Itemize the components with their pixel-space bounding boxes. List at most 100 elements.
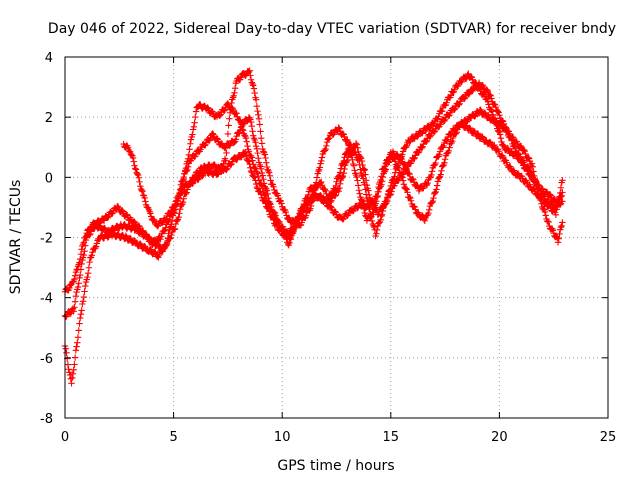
data-point bbox=[339, 130, 347, 138]
data-point bbox=[307, 205, 314, 212]
data-point bbox=[150, 216, 158, 224]
data-point bbox=[68, 380, 75, 387]
data-point bbox=[340, 170, 347, 177]
data-point bbox=[81, 247, 88, 255]
data-point bbox=[449, 137, 456, 145]
data-point bbox=[256, 121, 263, 128]
data-point bbox=[231, 85, 239, 92]
data-point bbox=[209, 130, 216, 137]
data-point bbox=[458, 119, 465, 126]
data-point bbox=[171, 203, 178, 211]
data-point bbox=[72, 347, 80, 354]
x-tick-label: 15 bbox=[383, 430, 400, 445]
data-point bbox=[216, 112, 224, 119]
data-point bbox=[160, 227, 168, 235]
data-point bbox=[399, 177, 407, 184]
data-point bbox=[495, 148, 502, 155]
data-point bbox=[391, 158, 399, 165]
data-point bbox=[289, 216, 297, 224]
data-point bbox=[399, 148, 407, 155]
data-point bbox=[546, 201, 553, 209]
data-point bbox=[355, 148, 362, 155]
data-point bbox=[449, 134, 457, 142]
data-point bbox=[180, 173, 187, 181]
data-point bbox=[387, 149, 394, 156]
data-point bbox=[533, 181, 541, 188]
data-point bbox=[263, 159, 270, 166]
data-point bbox=[163, 240, 171, 248]
data-point bbox=[465, 90, 473, 98]
data-point bbox=[244, 157, 252, 164]
data-point bbox=[495, 128, 502, 135]
data-point bbox=[558, 222, 565, 230]
data-point bbox=[82, 242, 89, 249]
data-point bbox=[69, 370, 77, 377]
data-point bbox=[453, 129, 460, 136]
data-point bbox=[255, 155, 262, 162]
data-point bbox=[227, 104, 234, 112]
data-point bbox=[317, 192, 324, 199]
data-point bbox=[137, 240, 144, 247]
data-point bbox=[289, 225, 296, 233]
data-point bbox=[74, 283, 82, 291]
data-point bbox=[85, 264, 93, 271]
data-point bbox=[123, 211, 130, 218]
data-point bbox=[367, 214, 374, 222]
data-point bbox=[441, 102, 449, 109]
data-point bbox=[559, 219, 566, 226]
data-point bbox=[362, 177, 370, 184]
data-point bbox=[357, 153, 364, 161]
data-point bbox=[491, 141, 498, 149]
data-point bbox=[248, 169, 255, 176]
data-point bbox=[285, 214, 292, 221]
data-point bbox=[446, 144, 453, 151]
data-point bbox=[176, 210, 183, 217]
data-point bbox=[483, 86, 491, 94]
data-point bbox=[353, 141, 360, 148]
data-point bbox=[359, 161, 366, 169]
data-point bbox=[525, 154, 532, 161]
data-point bbox=[179, 187, 187, 194]
data-point bbox=[556, 193, 563, 200]
y-tick-label: 4 bbox=[45, 51, 53, 66]
x-tick-label: 5 bbox=[169, 430, 177, 445]
data-point bbox=[315, 167, 322, 175]
data-point bbox=[242, 134, 250, 142]
y-axis-label: SDTVAR / TECUs bbox=[8, 180, 24, 295]
data-point bbox=[433, 182, 441, 189]
data-point bbox=[321, 147, 329, 154]
data-points bbox=[61, 67, 566, 387]
data-point bbox=[228, 99, 235, 107]
data-point bbox=[410, 155, 418, 163]
data-point bbox=[154, 223, 161, 230]
data-point bbox=[250, 163, 258, 171]
data-point bbox=[351, 167, 358, 174]
data-point bbox=[455, 101, 463, 109]
data-point bbox=[469, 87, 476, 95]
data-point bbox=[259, 172, 266, 179]
data-point bbox=[441, 117, 448, 125]
data-point bbox=[150, 237, 157, 244]
data-point bbox=[370, 209, 377, 216]
data-point bbox=[179, 198, 187, 206]
data-point bbox=[352, 140, 360, 147]
data-point bbox=[176, 192, 183, 199]
data-point bbox=[297, 222, 304, 229]
data-point bbox=[556, 230, 563, 238]
data-point bbox=[492, 103, 499, 111]
data-point bbox=[318, 181, 326, 189]
data-point bbox=[245, 68, 253, 76]
data-point bbox=[323, 138, 331, 146]
data-point bbox=[484, 97, 492, 105]
data-point bbox=[406, 193, 413, 201]
data-point bbox=[142, 231, 149, 238]
data-point bbox=[402, 144, 410, 151]
data-point bbox=[254, 107, 261, 115]
y-tick-label: -4 bbox=[40, 292, 53, 307]
data-point bbox=[360, 167, 368, 174]
data-point bbox=[175, 213, 182, 221]
data-point bbox=[470, 127, 478, 135]
data-point bbox=[504, 127, 512, 135]
data-point bbox=[336, 180, 344, 188]
data-point bbox=[406, 170, 413, 178]
